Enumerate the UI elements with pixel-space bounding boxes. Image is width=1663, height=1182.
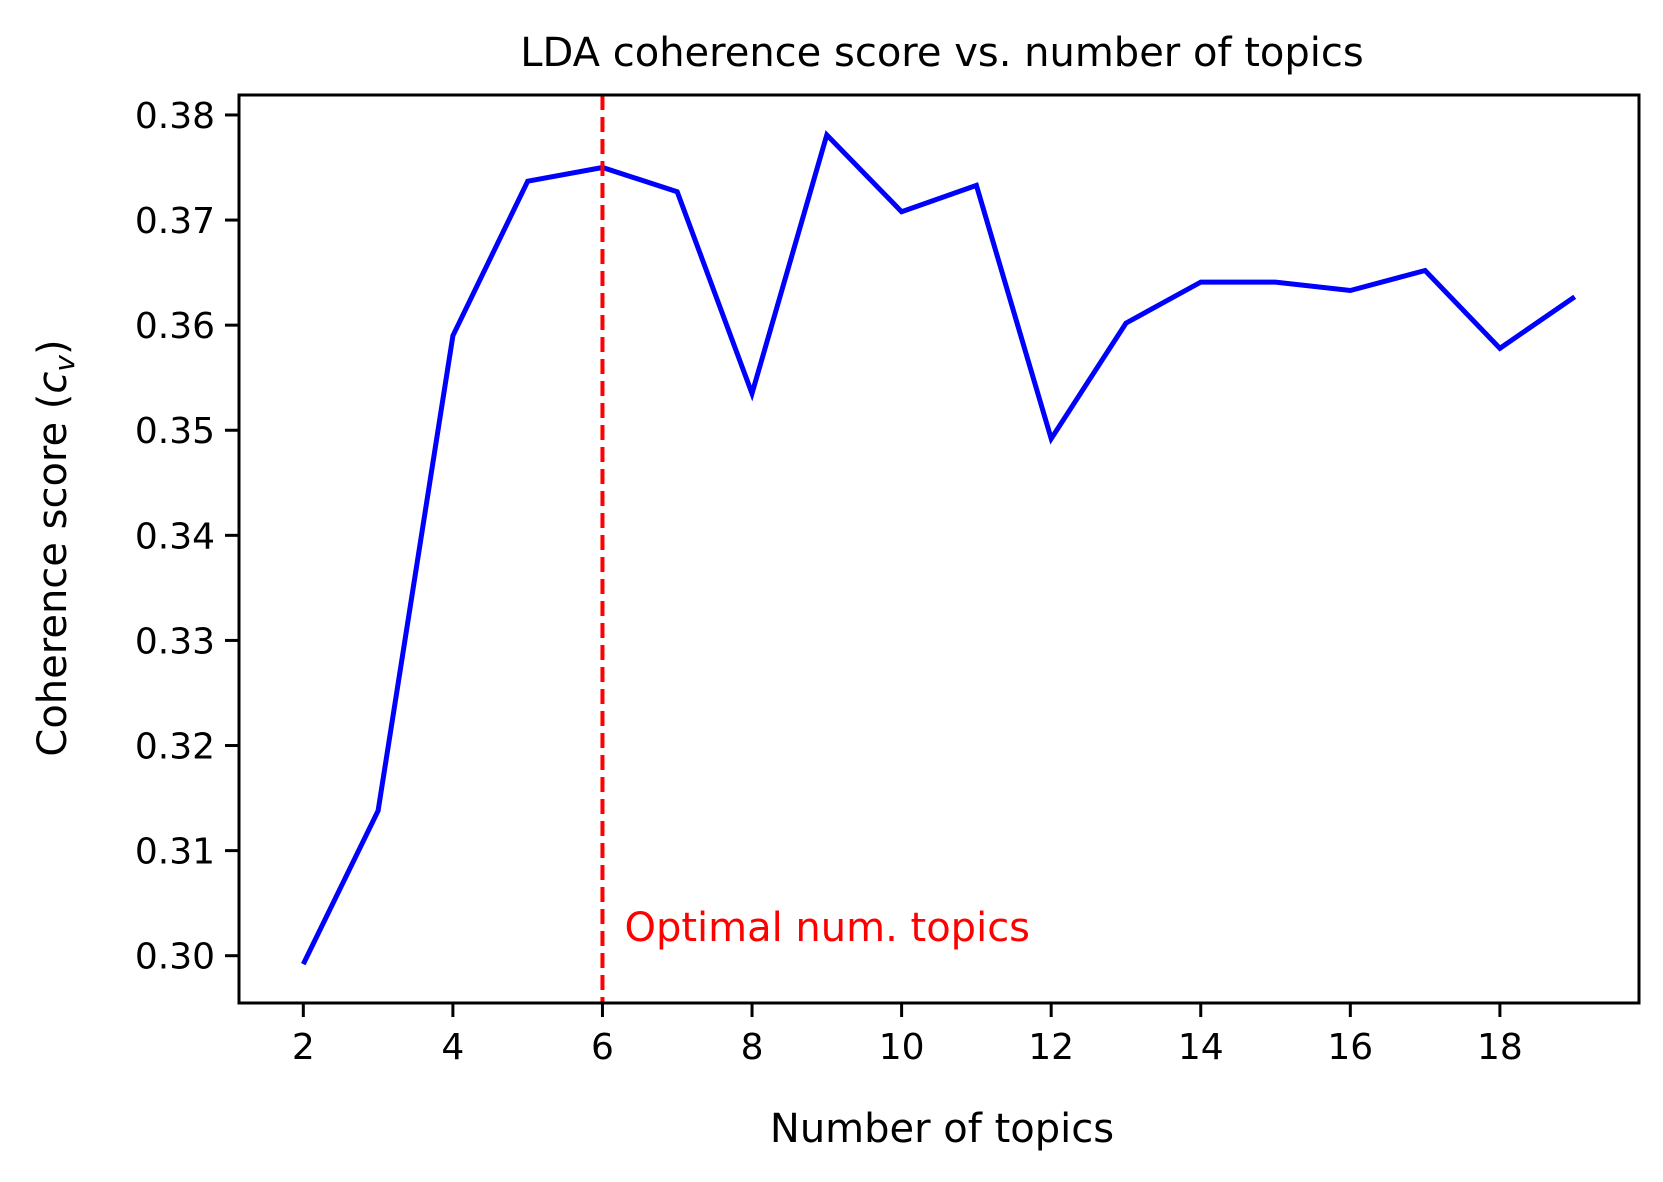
y-tick-label: 0.32 bbox=[135, 727, 215, 768]
series-line bbox=[301, 130, 1577, 966]
y-axis-label-text: Coherence score ( bbox=[30, 394, 76, 757]
y-tick-label: 0.30 bbox=[135, 937, 215, 978]
x-tick-label: 12 bbox=[1028, 1027, 1074, 1068]
x-tick-label: 16 bbox=[1327, 1027, 1373, 1068]
y-axis-label-subscript: v bbox=[48, 355, 81, 372]
y-tick-label: 0.35 bbox=[135, 411, 215, 452]
y-tick-label: 0.36 bbox=[135, 306, 215, 347]
y-axis-label: Coherence score (cv) bbox=[30, 339, 81, 756]
x-tick-label: 18 bbox=[1477, 1027, 1523, 1068]
x-tick-label: 4 bbox=[441, 1027, 464, 1068]
chart-title: LDA coherence score vs. number of topics bbox=[520, 30, 1363, 76]
plot-frame bbox=[237, 93, 1641, 1005]
plot-layer: Optimal num. topics bbox=[301, 95, 1577, 1003]
x-tick-label: 8 bbox=[741, 1027, 764, 1068]
x-axis-label: Number of topics bbox=[770, 1106, 1114, 1152]
y-tick-label: 0.37 bbox=[135, 201, 215, 242]
x-axis-ticks: 2 4 6 8 10 12 14 16 18 bbox=[292, 1003, 1523, 1068]
y-tick-label: 0.31 bbox=[135, 832, 215, 873]
y-tick-label: 0.34 bbox=[135, 516, 215, 557]
y-axis-ticks: 0.30 0.31 0.32 0.33 0.34 0.35 0.36 0.37 0.38 bbox=[135, 96, 239, 978]
y-tick-label: 0.38 bbox=[135, 96, 215, 137]
y-axis-label-symbol: c bbox=[30, 372, 76, 394]
x-tick-label: 6 bbox=[591, 1027, 614, 1068]
x-tick-label: 2 bbox=[292, 1027, 315, 1068]
x-tick-label: 10 bbox=[879, 1027, 925, 1068]
optimal-topics-annotation: Optimal num. topics bbox=[624, 905, 1030, 951]
x-tick-label: 14 bbox=[1178, 1027, 1224, 1068]
y-axis-label-close: ) bbox=[30, 339, 76, 355]
y-tick-label: 0.33 bbox=[135, 621, 215, 662]
